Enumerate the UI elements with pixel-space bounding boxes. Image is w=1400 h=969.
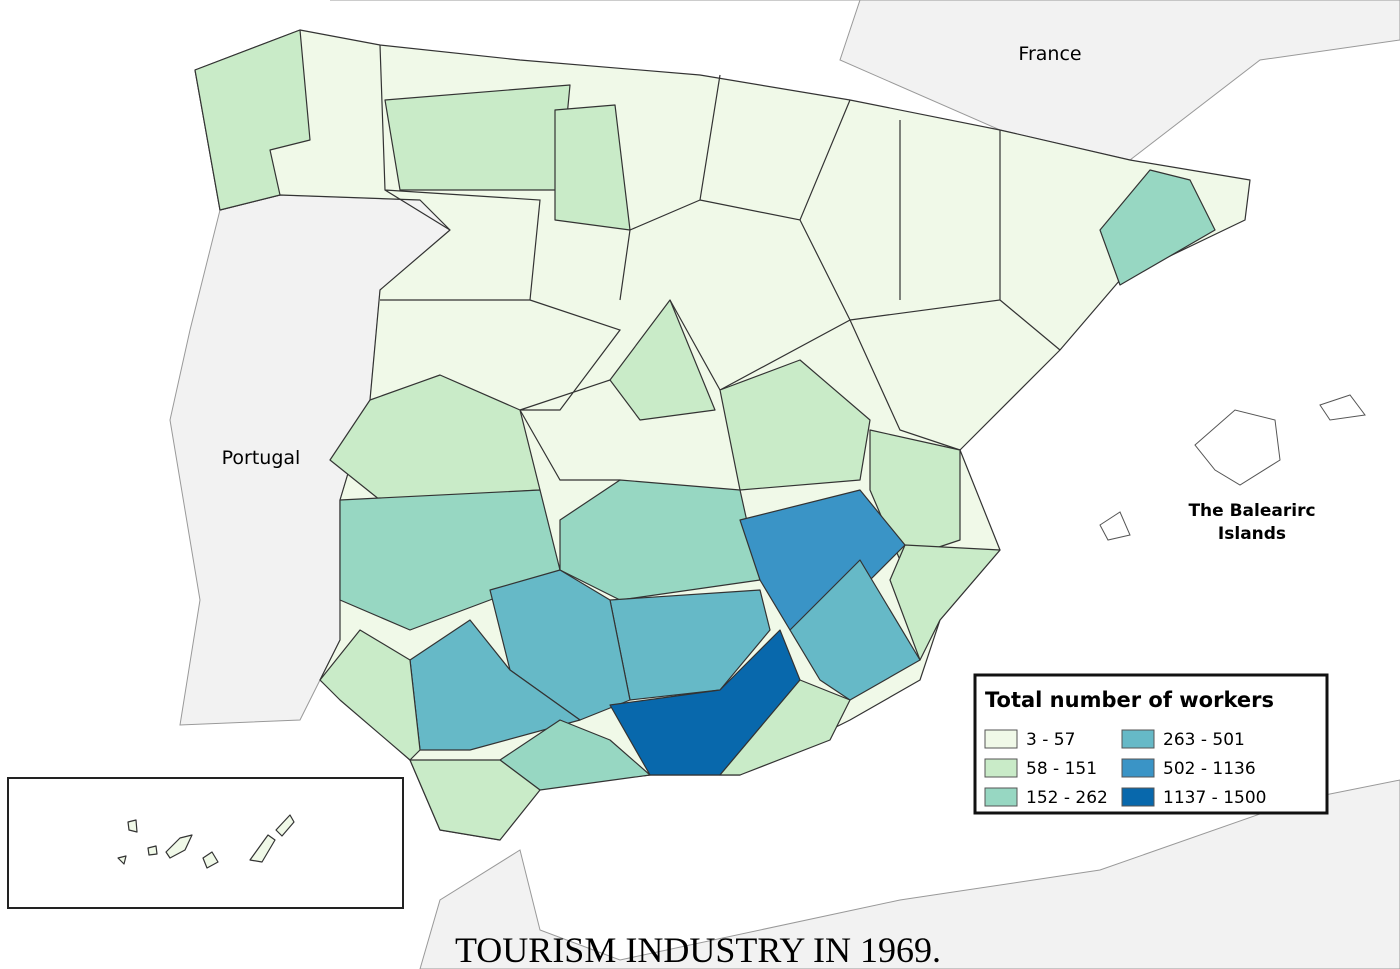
- legend: Total number of workers 3 - 57 58 - 151 15…: [973, 673, 1329, 815]
- legend-label: 152 - 262: [1026, 788, 1108, 808]
- legend-swatch: [1121, 729, 1155, 749]
- canary-islands: [117, 814, 295, 869]
- canary-inset: [7, 777, 404, 909]
- island: [147, 845, 158, 856]
- island: [202, 851, 219, 869]
- legend-swatch: [984, 729, 1018, 749]
- province: [719, 679, 851, 776]
- legend-swatch: [1121, 758, 1155, 778]
- island-label: Islands: [1218, 524, 1286, 544]
- province: [609, 299, 716, 421]
- province: [319, 629, 421, 761]
- island: [249, 834, 276, 863]
- mallorca: [1194, 409, 1281, 486]
- legend-label: 263 - 501: [1163, 730, 1245, 750]
- country-label: Portugal: [222, 447, 301, 469]
- legend-label: 58 - 151: [1026, 759, 1097, 779]
- province-borders: [379, 44, 1061, 481]
- province: [409, 759, 541, 841]
- province: [1099, 169, 1216, 286]
- legend-swatch: [984, 758, 1018, 778]
- legend-swatch: [1121, 787, 1155, 807]
- island-label: The Balearirc: [1188, 501, 1315, 521]
- island: [127, 819, 138, 833]
- legend-label: 502 - 1136: [1163, 759, 1256, 779]
- legend-label: 3 - 57: [1026, 730, 1075, 750]
- island: [275, 814, 295, 837]
- caption: TOURISM INDUSTRY IN 1969.: [455, 930, 941, 969]
- province: [719, 359, 871, 491]
- island: [117, 855, 127, 865]
- province: [554, 104, 631, 231]
- provinces: [194, 29, 1216, 841]
- legend-label: 1137 - 1500: [1163, 788, 1266, 808]
- legend-title: Total number of workers: [985, 688, 1274, 712]
- province: [789, 559, 921, 701]
- island: [165, 834, 193, 859]
- country-label: France: [1018, 43, 1081, 65]
- province: [889, 544, 1001, 661]
- menorca: [1319, 394, 1366, 421]
- legend-swatch: [984, 787, 1018, 807]
- ibiza: [1099, 511, 1131, 541]
- province: [384, 84, 571, 191]
- africa-land: [419, 779, 1400, 969]
- province: [194, 29, 311, 211]
- province: [339, 489, 561, 631]
